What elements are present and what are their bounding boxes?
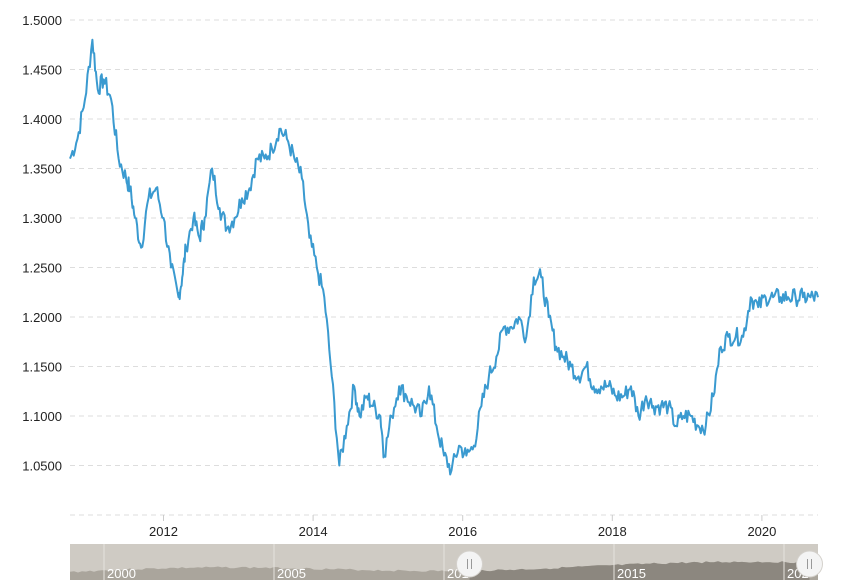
navigator-selected-area bbox=[469, 561, 810, 580]
x-tick-label: 2014 bbox=[299, 524, 328, 539]
x-tick-label: 2018 bbox=[598, 524, 627, 539]
navigator-year-label: 2005 bbox=[277, 566, 306, 580]
y-axis-ticks: 1.5000 1.4500 1.4000 1.3500 1.3000 1.2500 1.20… bbox=[22, 13, 62, 474]
handle-knob[interactable] bbox=[456, 550, 483, 578]
y-tick-label: 1.2000 bbox=[22, 310, 62, 325]
x-tick-label: 2012 bbox=[149, 524, 178, 539]
y-tick-label: 1.4500 bbox=[22, 63, 62, 78]
y-tick-label: 1.1500 bbox=[22, 360, 62, 375]
x-tick-label: 2020 bbox=[747, 524, 776, 539]
y-tick-label: 1.3000 bbox=[22, 211, 62, 226]
y-tick-label: 1.5000 bbox=[22, 13, 62, 28]
navigator-year-label: 2015 bbox=[617, 566, 646, 580]
y-tick-label: 1.4000 bbox=[22, 112, 62, 127]
y-tick-label: 1.3500 bbox=[22, 162, 62, 177]
y-tick-label: 1.0500 bbox=[22, 459, 62, 474]
handle-knob[interactable] bbox=[796, 550, 823, 578]
x-axis-ticks: 2012 2014 2016 2018 2020 bbox=[149, 515, 776, 539]
x-tick-label: 2016 bbox=[448, 524, 477, 539]
series-line bbox=[69, 38, 819, 476]
navigator-right-handle[interactable] bbox=[796, 550, 823, 578]
y-tick-label: 1.2500 bbox=[22, 261, 62, 276]
navigator-year-label: 2000 bbox=[107, 566, 136, 580]
series-layer bbox=[69, 38, 819, 476]
range-navigator[interactable]: 2000 2005 201 2015 202 bbox=[70, 544, 823, 581]
gridlines bbox=[70, 19, 818, 516]
y-tick-label: 1.1000 bbox=[22, 409, 62, 424]
navigator-left-handle[interactable] bbox=[456, 550, 483, 578]
